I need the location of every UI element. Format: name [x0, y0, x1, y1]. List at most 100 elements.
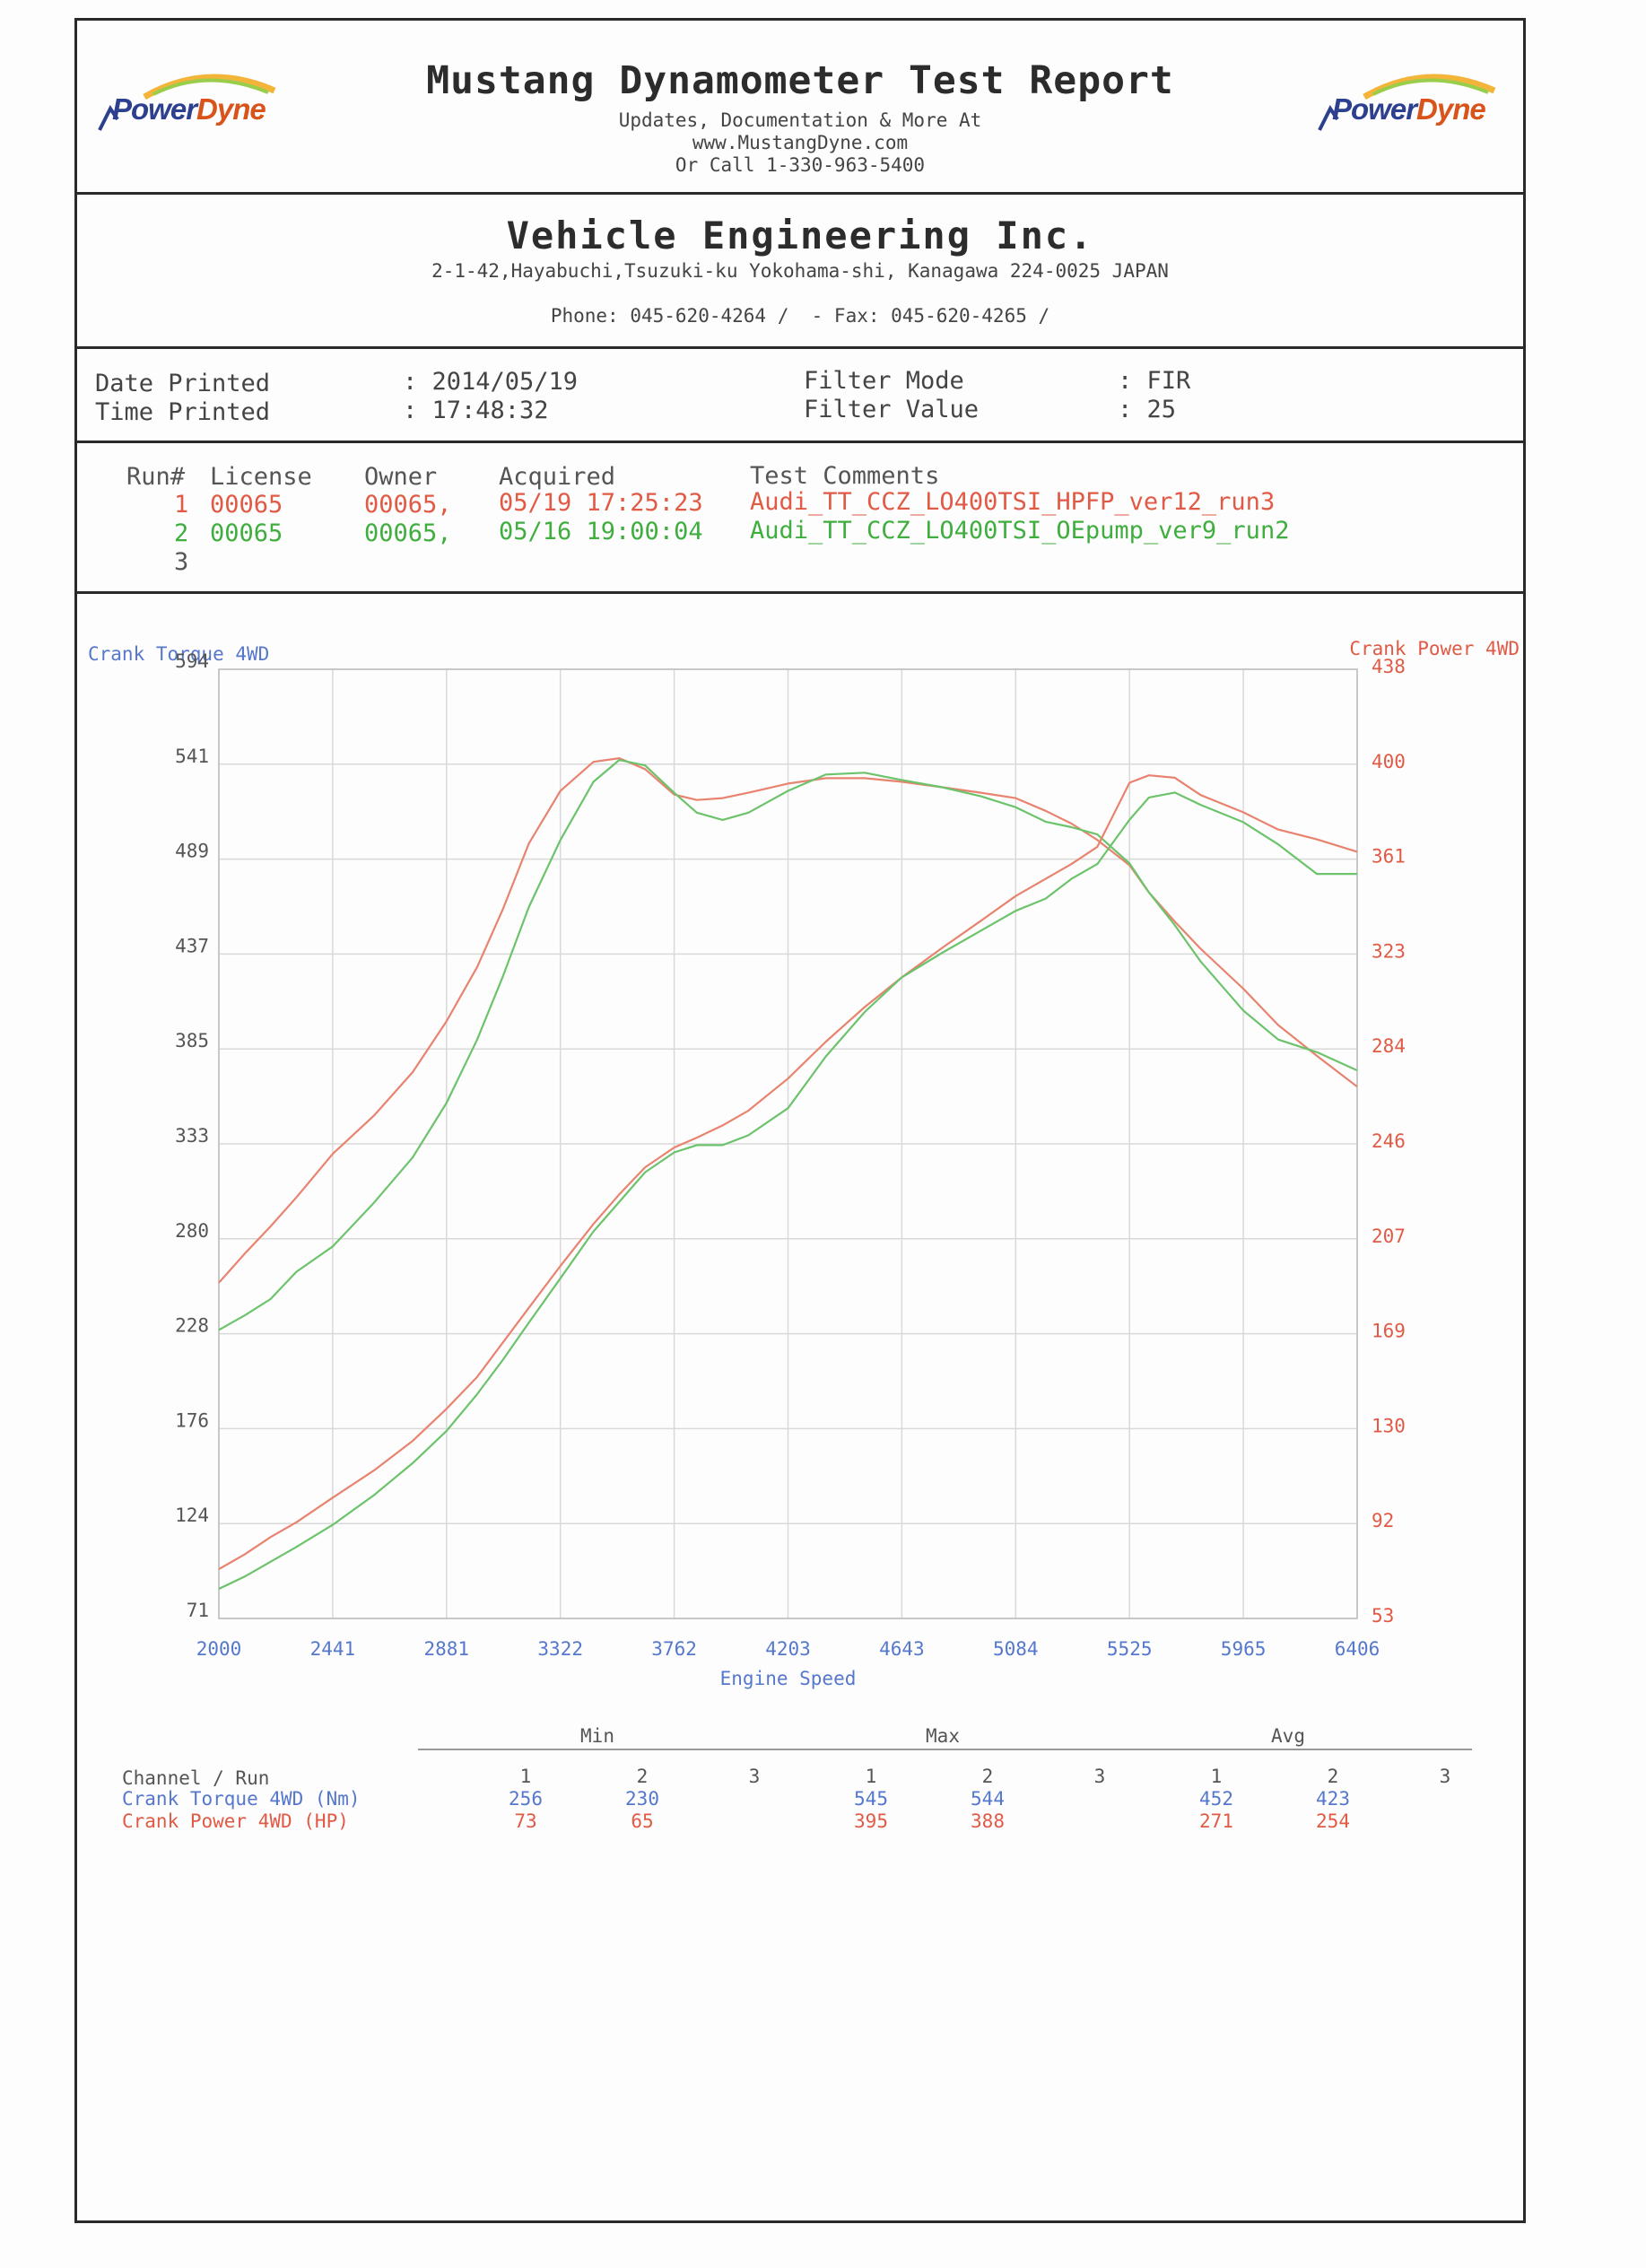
- x-axis-title: Engine Speed: [720, 1668, 857, 1689]
- website-link[interactable]: www.MustangDyne.com: [692, 132, 909, 153]
- date-printed-label: Date Printed: [95, 370, 271, 397]
- stats-run-number: 1: [1210, 1766, 1223, 1787]
- powerdyne-logo-swoosh-icon: [98, 74, 276, 131]
- stats-cell: 271: [1199, 1810, 1233, 1832]
- runs-header-acquired: Acquired: [499, 463, 616, 491]
- series-line-run2-power: [218, 791, 1357, 1590]
- y-right-tick-label: 207: [1372, 1226, 1406, 1247]
- y-left-axis-title: Crank Torque 4WD: [88, 643, 269, 665]
- logo-text: PowerDyne: [1332, 92, 1486, 126]
- y-left-tick-label: 333: [175, 1125, 209, 1147]
- x-tick-label: 4643: [879, 1638, 925, 1660]
- stats-cell: 73: [514, 1810, 537, 1832]
- y-left-tick-label: 280: [175, 1220, 209, 1242]
- y-left-tick-label: 385: [175, 1030, 209, 1051]
- stats-cell: 423: [1316, 1788, 1350, 1810]
- run-comment: Audi_TT_CCZ_LO400TSI_HPFP_ver12_run3: [750, 488, 1276, 516]
- filter-value-value: : 25: [1118, 396, 1177, 423]
- x-tick-label: 5525: [1107, 1638, 1153, 1660]
- stats-run-number: 1: [865, 1766, 877, 1787]
- stats-group-header: Min: [580, 1725, 614, 1747]
- y-right-tick-label: 169: [1372, 1321, 1406, 1342]
- x-tick-label: 2441: [310, 1638, 356, 1660]
- stats-header-label: Channel / Run: [122, 1767, 270, 1789]
- run-license: 00065: [210, 519, 283, 547]
- report-frame: PowerDyne PowerDyne Mustang Dynamometer …: [74, 18, 1526, 2223]
- stats-group-underline: [763, 1749, 1127, 1750]
- run-license: 00065: [210, 491, 283, 519]
- y-right-tick-label: 361: [1372, 846, 1406, 868]
- y-right-tick-label: 438: [1372, 656, 1406, 677]
- stats-cell: 254: [1316, 1810, 1350, 1832]
- stats-cell: 230: [625, 1788, 659, 1810]
- stats-run-number: 2: [981, 1766, 994, 1787]
- divider: [77, 192, 1523, 195]
- filter-value-label: Filter Value: [804, 396, 980, 423]
- plot-area-border: [218, 668, 1358, 1619]
- run-comment: Audi_TT_CCZ_LO400TSI_OEpump_ver9_run2: [750, 517, 1290, 545]
- y-right-tick-label: 284: [1372, 1035, 1406, 1057]
- run-owner: 00065,: [364, 491, 452, 519]
- dyno-chart: Crank Torque 4WD Crank Power 4WD Engine Sp…: [88, 638, 1520, 1689]
- stats-cell: 544: [971, 1788, 1005, 1810]
- run-acquired: 05/16 19:00:04: [499, 518, 703, 545]
- y-right-tick-label: 53: [1372, 1605, 1394, 1627]
- y-right-axis-title: Crank Power 4WD: [1349, 638, 1520, 659]
- company-contact: Phone: 045-620-4264 / - Fax: 045-620-426…: [550, 305, 1050, 327]
- y-right-tick-label: 92: [1372, 1510, 1394, 1531]
- x-tick-label: 2000: [196, 1638, 242, 1660]
- stats-cell: 452: [1199, 1788, 1233, 1810]
- stats-cell: 256: [509, 1788, 543, 1810]
- run-number: 1: [174, 491, 189, 519]
- run-acquired: 05/19 17:25:23: [499, 489, 703, 517]
- run-owner: 00065,: [364, 519, 452, 547]
- runs-header-run: Run#: [126, 463, 186, 491]
- stats-run-number: 2: [1327, 1766, 1339, 1787]
- stats-cell: 395: [854, 1810, 888, 1832]
- y-left-tick-label: 228: [175, 1315, 209, 1337]
- company-address: 2-1-42,Hayabuchi,Tsuzuki-ku Yokohama-shi…: [431, 260, 1169, 282]
- stats-cell: 65: [631, 1810, 654, 1832]
- time-printed-value: : 17:48:32: [403, 397, 549, 424]
- stats-row-label: Crank Torque 4WD (Nm): [122, 1788, 361, 1810]
- stats-group-underline: [418, 1749, 781, 1750]
- powerdyne-logo-right: PowerDyne: [1311, 57, 1517, 137]
- stats-run-number: 3: [1439, 1766, 1451, 1787]
- filter-mode-value: : FIR: [1118, 367, 1191, 395]
- stats-row-label: Crank Power 4WD (HP): [122, 1810, 349, 1832]
- stats-group-header: Avg: [1271, 1725, 1305, 1747]
- y-right-tick-label: 246: [1372, 1130, 1406, 1152]
- y-right-tick-label: 323: [1372, 940, 1406, 962]
- y-left-tick-label: 71: [187, 1600, 209, 1621]
- x-tick-label: 3762: [651, 1638, 697, 1660]
- x-tick-label: 3322: [537, 1638, 583, 1660]
- logo-text: PowerDyne: [112, 92, 266, 126]
- run-number: 2: [174, 519, 189, 547]
- y-right-tick-label: 400: [1372, 751, 1406, 772]
- stats-run-number: 3: [1093, 1766, 1106, 1787]
- updates-line: Updates, Documentation & More At: [618, 109, 982, 131]
- time-printed-label: Time Printed: [95, 398, 271, 426]
- divider: [77, 591, 1523, 594]
- filter-mode-label: Filter Mode: [804, 367, 964, 395]
- powerdyne-logo-left: PowerDyne: [91, 57, 297, 137]
- x-tick-label: 5965: [1221, 1638, 1267, 1660]
- divider: [77, 346, 1523, 349]
- y-left-tick-label: 541: [175, 746, 209, 767]
- runs-header-comments: Test Comments: [750, 462, 940, 490]
- series-line-run2-torque: [218, 759, 1358, 1331]
- stats-cell: 545: [854, 1788, 888, 1810]
- stats-run-number: 1: [519, 1766, 532, 1787]
- series-line-run1-power: [218, 774, 1358, 1570]
- phone-line: Or Call 1-330-963-5400: [675, 154, 926, 176]
- company-name: Vehicle Engineering Inc.: [506, 214, 1094, 257]
- runs-header-owner: Owner: [364, 463, 438, 491]
- y-left-tick-label: 489: [175, 841, 209, 862]
- runs-header-license: License: [210, 463, 312, 491]
- x-tick-label: 2881: [424, 1638, 470, 1660]
- y-left-tick-label: 124: [175, 1505, 209, 1526]
- stats-run-number: 3: [748, 1766, 761, 1787]
- y-left-tick-label: 594: [175, 650, 209, 672]
- x-tick-label: 4203: [765, 1638, 811, 1660]
- powerdyne-logo-swoosh-icon: [1318, 74, 1496, 131]
